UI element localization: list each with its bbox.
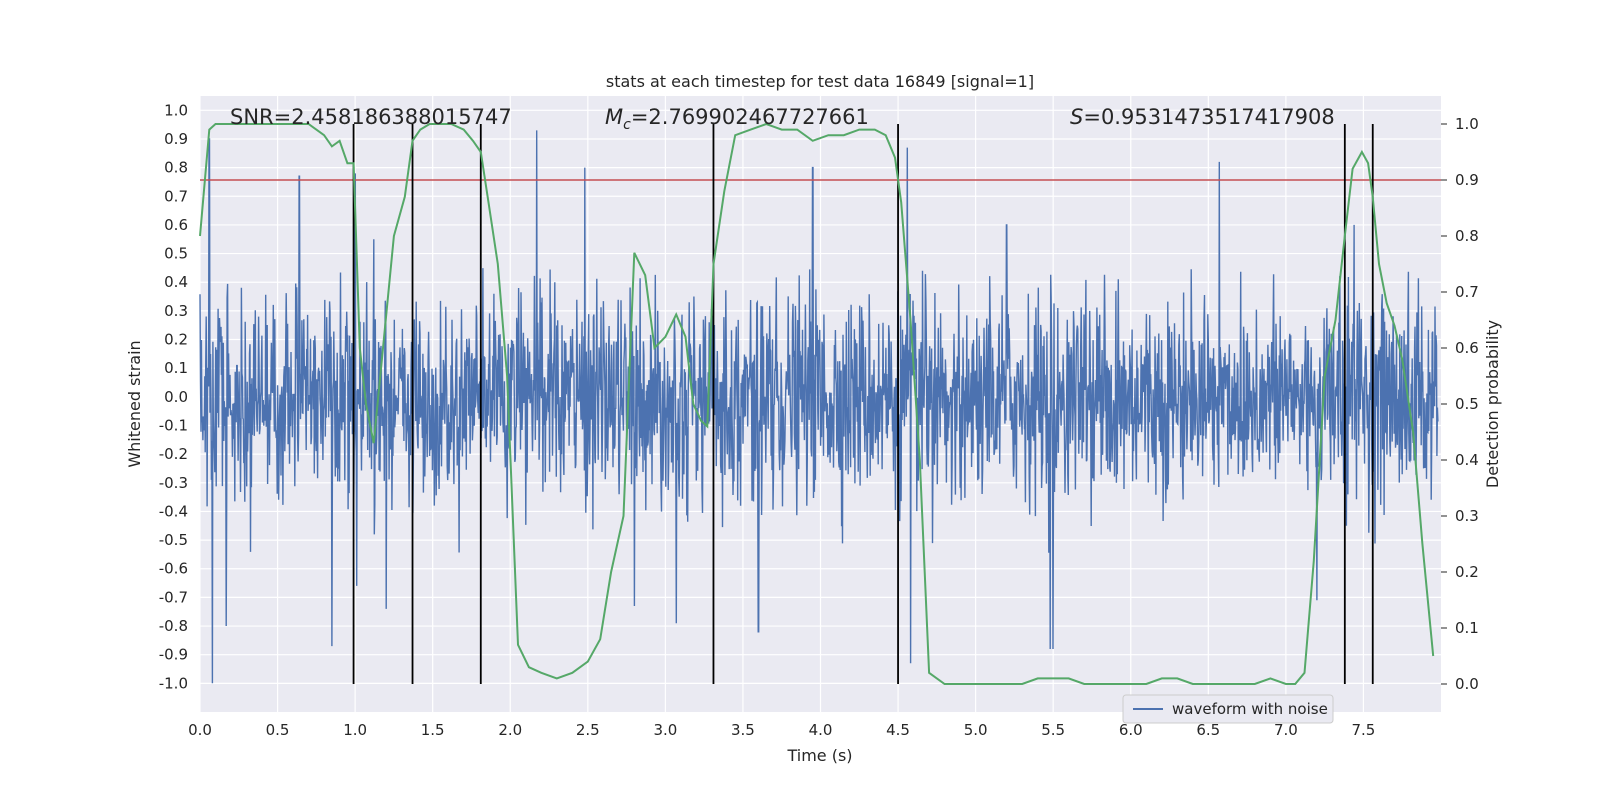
y-tick-label: -0.1 [159,416,188,434]
y-tick-label: 0.2 [164,331,188,349]
y-tick-label: 0.8 [164,159,188,177]
waveform-layer [199,130,1439,684]
y-tick-label: 0.3 [164,302,188,320]
y-tick-label: 0.0 [164,388,188,406]
x-tick-label: 3.5 [731,721,755,739]
y-tick-label: 0.1 [164,359,188,377]
y2-tick-label: 0.4 [1455,451,1479,469]
score-annotation: S=0.9531473517417908 [1070,105,1335,129]
x-tick-label: 3.0 [653,721,677,739]
snr-annotation: SNR=2.458186388015747 [230,105,512,129]
x-tick-label: 5.0 [964,721,988,739]
x-tick-label: 0.0 [188,721,212,739]
y-tick-label: 0.9 [164,130,188,148]
chirp-mass-annotation: Mc=2.769902467727661 [605,105,869,133]
y-tick-label: -0.3 [159,474,188,492]
legend: waveform with noise [1122,694,1334,724]
right-axis-ticks: 1.0 0.9 0.8 0.7 0.6 0.5 0.4 0.3 0.2 0.1 0.0 [1441,115,1479,693]
x-tick-label: 4.0 [809,721,833,739]
y2-tick-label: 0.9 [1455,171,1479,189]
x-tick-label: 2.0 [498,721,522,739]
y2-tick-label: 1.0 [1455,115,1479,133]
vertical-markers [352,124,1374,684]
y2-tick-label: 0.8 [1455,227,1479,245]
y-tick-label: 0.4 [164,273,188,291]
x-axis-label: Time (s) [786,746,852,765]
y2-tick-label: 0.0 [1455,675,1479,693]
x-tick-label: 4.5 [886,721,910,739]
mc-value: =2.769902467727661 [631,105,869,129]
y2-tick-label: 0.1 [1455,619,1479,637]
y2-tick-label: 0.3 [1455,507,1479,525]
y-tick-label: -0.4 [159,502,188,520]
y-tick-label: -0.8 [159,617,188,635]
s-value: =0.9531473517417908 [1083,105,1334,129]
x-tick-label: 6.5 [1196,721,1220,739]
left-axis-ticks: 1.0 0.9 0.8 0.7 0.6 0.5 0.4 0.3 0.2 0.1 0.0 -0.1 -0.… [159,101,188,692]
y-tick-label: -0.9 [159,646,188,664]
y-tick-label: -0.2 [159,445,188,463]
x-tick-label: 5.5 [1041,721,1065,739]
s-symbol: S [1070,105,1083,129]
legend-box [1122,694,1334,724]
y-tick-label: 0.5 [164,245,188,263]
waveform-line [199,130,1439,684]
y-axis-label: Whitened strain [125,340,144,467]
x-tick-label: 7.5 [1352,721,1376,739]
y-tick-label: -1.0 [159,674,188,692]
legend-label: waveform with noise [1172,700,1328,718]
y2-tick-label: 0.2 [1455,563,1479,581]
y-tick-label: 0.7 [164,187,188,205]
y2-tick-label: 0.7 [1455,283,1479,301]
x-tick-label: 0.5 [266,721,290,739]
x-tick-label: 1.0 [343,721,367,739]
probability-layer [199,122,1435,685]
y2-tick-label: 0.5 [1455,395,1479,413]
x-tick-label: 7.0 [1274,721,1298,739]
y-tick-label: 0.6 [164,216,188,234]
y-tick-label: 1.0 [164,101,188,119]
mc-symbol: M [605,105,623,129]
y-tick-label: -0.7 [159,588,188,606]
x-axis-ticks: 0.0 0.5 1.0 1.5 2.0 2.5 3.0 3.5 4.0 4.5 5.0 5.5 6.0 6… [188,721,1375,739]
x-tick-label: 2.5 [576,721,600,739]
x-tick-label: 1.5 [421,721,445,739]
y-tick-label: -0.6 [159,560,188,578]
x-tick-label: 6.0 [1119,721,1143,739]
mc-subscript: c [623,117,631,133]
probability-line [199,122,1435,685]
chart-title: stats at each timestep for test data 168… [606,72,1034,91]
y2-axis-label: Detection probability [1483,320,1502,488]
y2-tick-label: 0.6 [1455,339,1479,357]
y-tick-label: -0.5 [159,531,188,549]
